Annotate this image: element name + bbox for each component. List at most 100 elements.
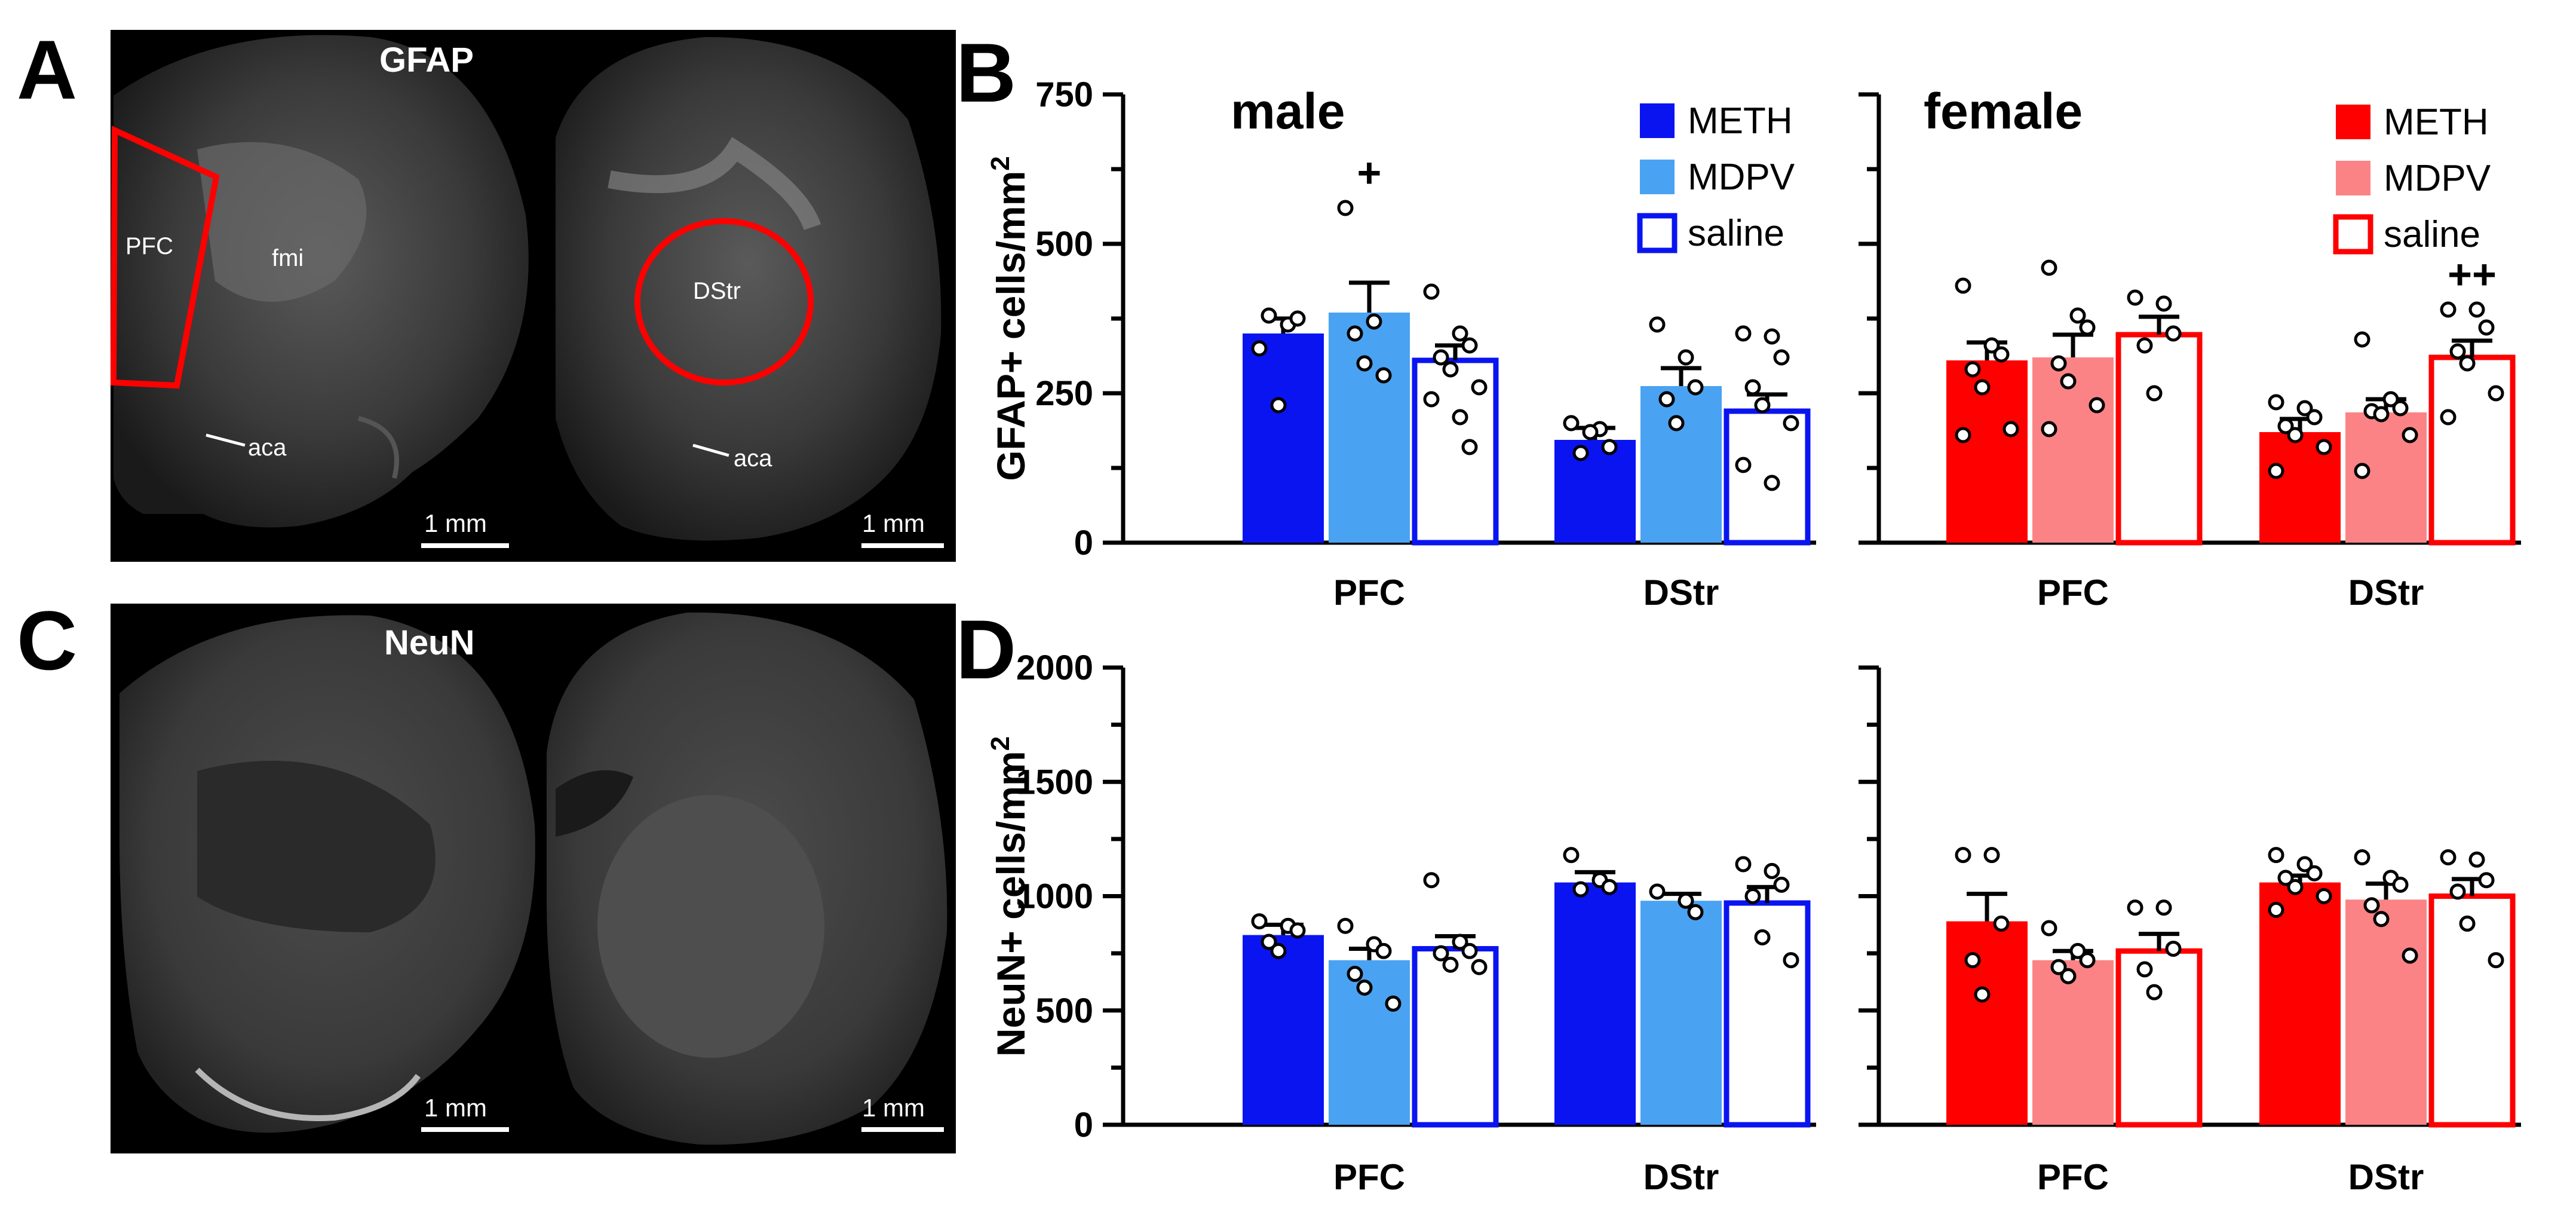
data-point: [2478, 319, 2495, 336]
category-label-pfc: PFC: [2037, 1157, 2109, 1197]
data-point: [2363, 897, 2380, 914]
pfc-region-outline: [110, 126, 220, 389]
data-point: [1754, 929, 1771, 945]
data-point: [2155, 899, 2172, 916]
data-point: [2165, 940, 2182, 957]
data-point: [1764, 328, 1780, 345]
data-point: [2069, 942, 2086, 959]
pfc-region-label: PFC: [125, 233, 173, 259]
data-point: [1783, 952, 1799, 969]
legend-swatch-saline: [2333, 214, 2373, 255]
aca-pointer-right: [692, 443, 729, 457]
data-point: [2354, 463, 2370, 479]
category-label-pfc: PFC: [2037, 573, 2109, 613]
data-point: [1773, 876, 1790, 893]
data-point: [1385, 995, 1402, 1012]
neun-stain-label: NeuN: [384, 623, 474, 662]
data-point: [1347, 325, 1363, 342]
data-point: [2459, 355, 2476, 372]
data-point: [2287, 427, 2304, 443]
data-point: [2146, 385, 2163, 402]
data-point: [2316, 439, 2332, 455]
significance-marker: +: [1357, 149, 1382, 196]
data-point: [2060, 968, 2077, 984]
bar-mdpv-pfc: [1329, 313, 1410, 543]
data-point: [1356, 355, 1373, 372]
data-point: [2296, 400, 2313, 417]
data-point: [1289, 922, 1306, 939]
y-axis-label: NeuN+ cells/mm2: [986, 736, 1033, 1057]
data-point: [2041, 259, 2057, 276]
data-point: [1687, 904, 1704, 920]
legend-swatch-meth: [2336, 105, 2370, 139]
legend-label-mdpv: MDPV: [1688, 157, 1795, 198]
data-point: [2136, 961, 2153, 978]
data-point: [1735, 325, 1752, 342]
gfap-micrograph-left: PFC fmi aca GFAP 1 mm: [110, 30, 545, 562]
data-point: [2402, 427, 2418, 443]
data-point: [1744, 888, 1761, 904]
gfap-micrograph-right: DStr aca 1 mm: [541, 30, 956, 562]
significance-marker: ++: [2448, 251, 2497, 298]
data-point: [1974, 986, 1991, 1003]
fmi-label: fmi: [272, 245, 303, 271]
data-point: [1452, 409, 1468, 426]
data-point: [1442, 361, 1459, 378]
data-point: [2440, 301, 2457, 318]
data-point: [2155, 295, 2172, 312]
data-point: [1251, 913, 1268, 930]
data-point: [1433, 349, 1449, 366]
data-point: [2277, 870, 2294, 886]
data-point: [1983, 847, 2000, 864]
bar-meth-dstr: [2259, 882, 2341, 1125]
data-point: [1433, 945, 1449, 962]
data-point: [1452, 325, 1468, 342]
aca-label-left: aca: [248, 434, 287, 461]
category-label-dstr: DStr: [1643, 573, 1719, 613]
data-point: [1289, 310, 1306, 327]
data-point: [1668, 415, 1685, 431]
data-point: [1366, 313, 1382, 330]
bar-meth-pfc: [1243, 935, 1324, 1125]
data-point: [1964, 952, 1981, 969]
data-point: [2127, 289, 2143, 306]
data-point: [1337, 200, 1354, 216]
data-point: [2050, 959, 2067, 975]
data-point: [1735, 856, 1752, 873]
data-point: [1964, 361, 1981, 378]
y-tick-label: 2000: [1016, 648, 1093, 687]
bar-meth-pfc: [1946, 921, 2028, 1125]
y-tick-label: 500: [1035, 991, 1093, 1030]
data-point: [1955, 847, 1971, 864]
bar-saline-dstr: [2428, 354, 2516, 546]
data-point: [1658, 391, 1675, 408]
data-point: [2060, 373, 2077, 390]
bar-mdpv-dstr: [1640, 386, 1722, 543]
data-point: [1754, 397, 1771, 414]
data-point: [2373, 406, 2390, 423]
neun-micrograph-left: NeuN 1 mm: [111, 604, 545, 1153]
dstr-region-label: DStr: [693, 278, 741, 304]
category-label-pfc: PFC: [1333, 1157, 1405, 1197]
y-tick-label: 1500: [1016, 763, 1093, 801]
data-point: [2050, 355, 2067, 372]
category-label-dstr: DStr: [1643, 1157, 1719, 1197]
data-point: [1955, 427, 1971, 443]
data-point: [1261, 307, 1277, 324]
data-point: [1471, 959, 1488, 975]
data-point: [2468, 851, 2485, 868]
data-point: [2287, 879, 2304, 895]
data-point: [1678, 892, 1694, 909]
data-point: [1375, 367, 1392, 384]
data-point: [2382, 391, 2399, 408]
data-point: [1347, 966, 1363, 983]
data-point: [1337, 917, 1354, 934]
scale-label-c-left: 1 mm: [424, 1094, 487, 1122]
aca-pointer-left: [206, 433, 246, 447]
scale-label-c-right: 1 mm: [862, 1094, 925, 1122]
bar-mdpv-dstr: [2345, 899, 2427, 1125]
gfap-right-tissue: [556, 36, 942, 541]
bar-mdpv-dstr: [1640, 901, 1722, 1125]
data-point: [2354, 849, 2370, 865]
